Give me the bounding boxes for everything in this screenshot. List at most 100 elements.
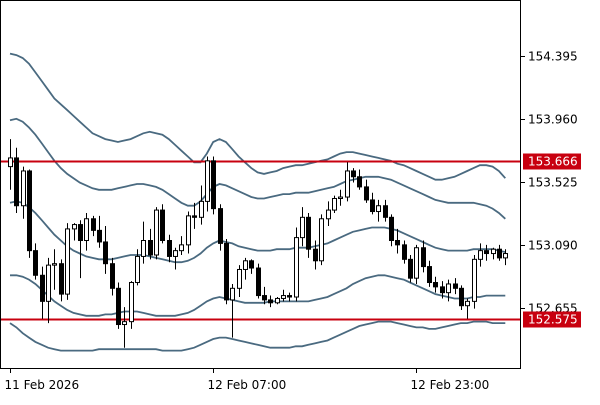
bollinger-bands [10, 54, 505, 351]
candle [219, 204, 223, 250]
candle-body [352, 171, 356, 177]
candle [269, 296, 273, 308]
candle-body [301, 217, 305, 237]
candle [403, 241, 407, 264]
candle-body [206, 161, 210, 202]
candle-body [434, 283, 438, 287]
candle-body [9, 158, 13, 167]
level-price-label: 153.666 [528, 155, 578, 169]
candle [473, 255, 477, 309]
candle [104, 226, 108, 274]
candle-body [130, 283, 134, 322]
candle-body [79, 225, 83, 241]
candle [479, 243, 483, 266]
candle-body [123, 322, 127, 325]
candle-body [174, 251, 178, 257]
candle [79, 220, 83, 278]
candle [238, 265, 242, 297]
x-tick-label: 11 Feb 2026 [5, 378, 80, 392]
candle-body [244, 261, 248, 270]
candle-body [28, 171, 32, 251]
candle [307, 213, 311, 258]
candle [180, 236, 184, 255]
candle [123, 307, 127, 348]
candle [206, 156, 210, 211]
candle [454, 278, 458, 294]
candle-body [498, 249, 502, 258]
candle [460, 285, 464, 310]
candle-body [41, 275, 45, 301]
candle-body [168, 241, 172, 257]
candle [193, 203, 197, 229]
candle [231, 284, 235, 338]
candle [415, 245, 419, 284]
candle-body [193, 216, 197, 217]
candle-body [454, 284, 458, 288]
candle [492, 248, 496, 260]
candle [466, 298, 470, 318]
candle-body [111, 264, 115, 289]
candle [276, 297, 280, 304]
band-lower-2sd [10, 322, 505, 351]
candle-body [212, 161, 216, 209]
candle [212, 156, 216, 214]
candle [98, 216, 102, 248]
candle [47, 258, 51, 323]
candle-body [142, 241, 146, 257]
candle [15, 148, 19, 213]
candle [422, 241, 426, 273]
candle [85, 213, 89, 251]
candle [358, 170, 362, 190]
candle [60, 259, 64, 301]
candle-body [504, 254, 508, 258]
y-tick-label: 153.090 [528, 239, 578, 253]
candle-body [282, 296, 286, 299]
x-tick-label: 12 Feb 07:00 [208, 378, 287, 392]
candle [117, 283, 121, 329]
candle-body [473, 259, 477, 301]
candle-body [238, 269, 242, 288]
candle-body [263, 296, 267, 300]
level-price-label: 152.575 [528, 313, 578, 327]
y-axis: 154.395153.960153.525153.090152.655153.6… [520, 50, 581, 328]
candle-body [403, 245, 407, 259]
candle-body [104, 242, 108, 264]
candle-body [479, 251, 483, 260]
y-tick-label: 154.395 [528, 50, 578, 64]
candle-body [225, 243, 229, 300]
candle-body [155, 210, 159, 255]
candle [288, 293, 292, 302]
candle-body [231, 288, 235, 300]
candle [9, 139, 13, 190]
candle [320, 214, 324, 265]
candle-body [47, 265, 51, 301]
candle [73, 223, 77, 240]
candle [142, 222, 146, 264]
candle [174, 248, 178, 270]
candle [28, 170, 32, 258]
candle-body [307, 217, 311, 249]
candle [34, 243, 38, 279]
candle [168, 235, 172, 263]
candle [384, 200, 388, 222]
candle [365, 180, 369, 203]
candle-body [396, 241, 400, 245]
candle [498, 245, 502, 261]
candle [66, 223, 70, 300]
candle-body [384, 206, 388, 218]
candle [22, 167, 26, 219]
candle [371, 193, 375, 215]
candle-body [485, 251, 489, 254]
candle [434, 277, 438, 293]
candle [130, 281, 134, 329]
candle-body [358, 177, 362, 187]
candle-body [73, 225, 77, 229]
candle [282, 290, 286, 302]
candle [187, 212, 191, 254]
candle-body [180, 245, 184, 251]
candle-body [117, 288, 121, 324]
candle [161, 204, 165, 243]
candle-body [390, 217, 394, 240]
